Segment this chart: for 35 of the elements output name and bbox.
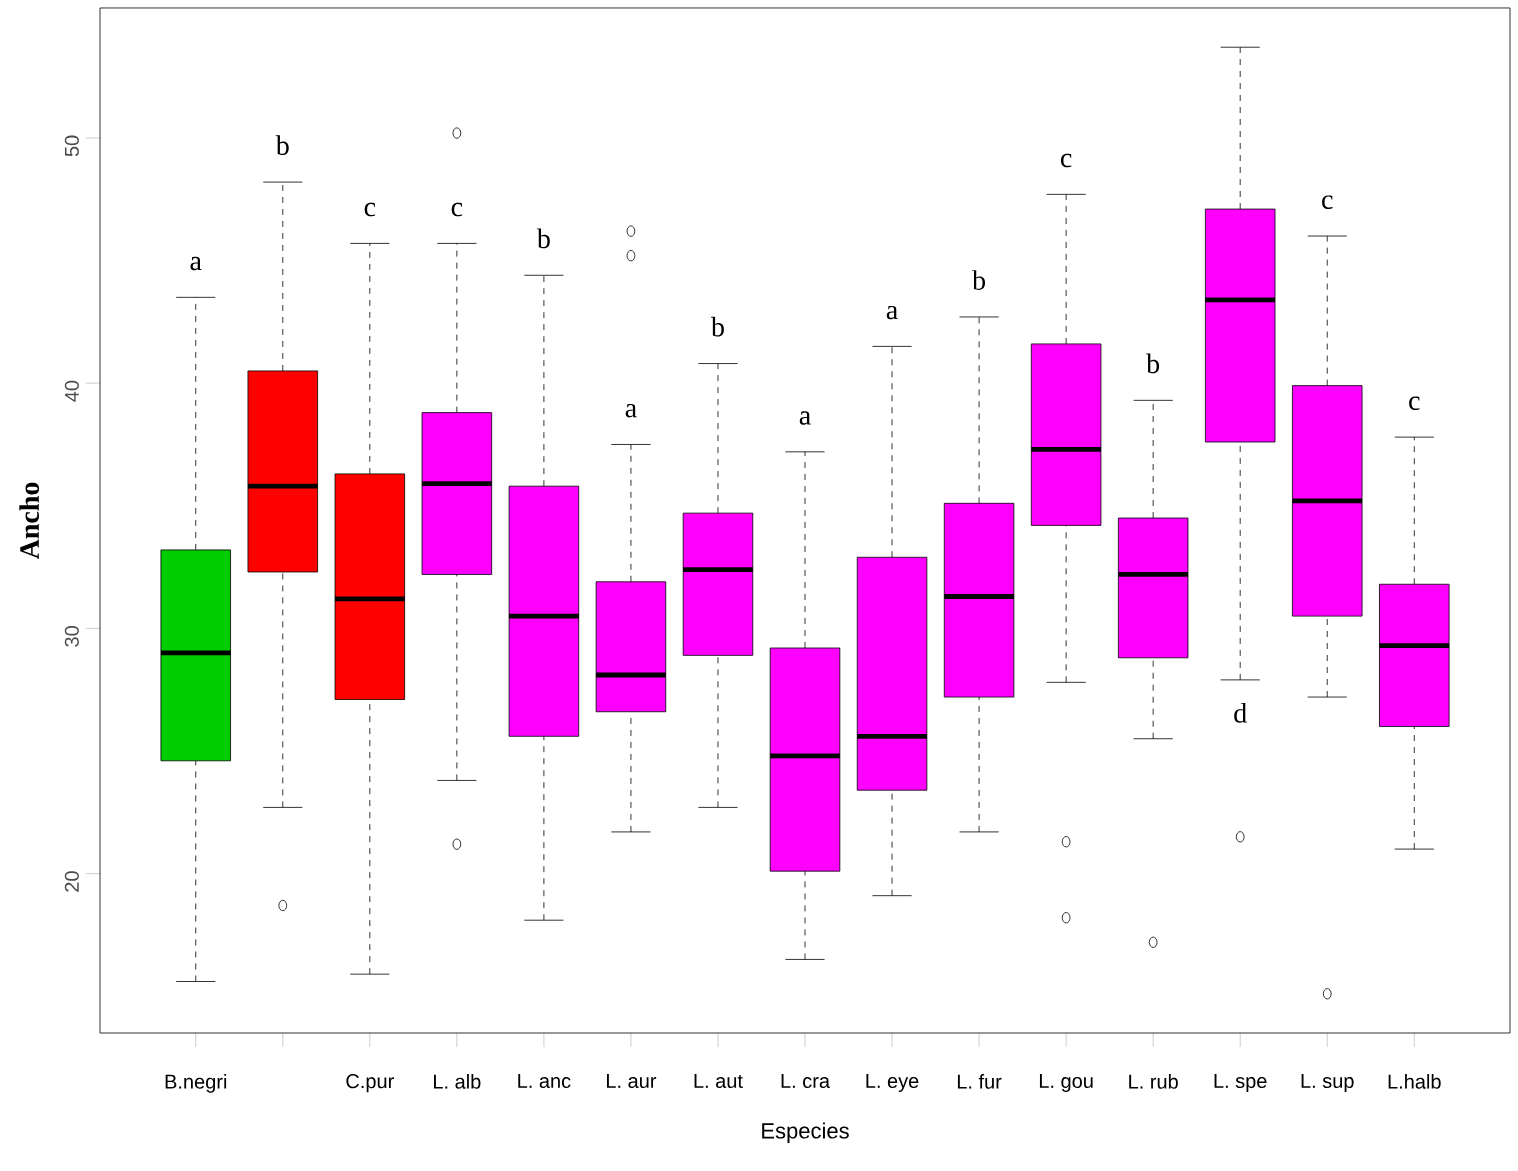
annotation: b: [972, 270, 986, 290]
x-tick-label: L. rub: [1129, 1074, 1178, 1089]
annotation: c: [451, 202, 463, 217]
annotation: a: [625, 403, 637, 418]
annotation: c: [1322, 195, 1333, 209]
x-tick-label: L. anc: [518, 1074, 571, 1089]
annotation: b: [275, 135, 289, 156]
y-tick-label: 50: [64, 135, 79, 157]
x-tick-label: L. eye: [866, 1074, 919, 1092]
x-tick-label: C.pur: [346, 1074, 394, 1093]
annotation: c: [1060, 153, 1072, 168]
x-tick-label: L. aut: [694, 1074, 743, 1089]
y-tick-label: 40: [64, 380, 79, 402]
x-tick-label: L. sup: [1301, 1074, 1354, 1092]
x-tick-label: L. aur: [607, 1074, 657, 1089]
x-tick-label: L. fur: [957, 1074, 1002, 1089]
y-tick-label: 30: [64, 626, 79, 647]
x-tick-label: L. alb: [434, 1074, 481, 1089]
y-axis-title: Ancho: [19, 482, 40, 560]
x-tick-label: L. cra: [781, 1074, 831, 1089]
y-tick-label: 20: [64, 871, 79, 892]
x-tick-label: L. gou: [1039, 1074, 1093, 1092]
annotation: a: [886, 305, 898, 320]
annotation: b: [710, 316, 724, 337]
x-axis-title: Especies: [762, 1122, 849, 1143]
x-tick-label: B.negri: [165, 1074, 227, 1093]
annotation: a: [190, 256, 202, 271]
annotation: b: [1146, 353, 1160, 374]
annotation: d: [1234, 702, 1247, 723]
annotation: b: [536, 228, 550, 249]
annotation: c: [1409, 396, 1420, 411]
x-tick-label: L.halb: [1388, 1074, 1441, 1089]
x-tick-label: L. spe: [1214, 1074, 1267, 1092]
annotation: a: [799, 411, 811, 425]
annotation: c: [364, 202, 376, 217]
